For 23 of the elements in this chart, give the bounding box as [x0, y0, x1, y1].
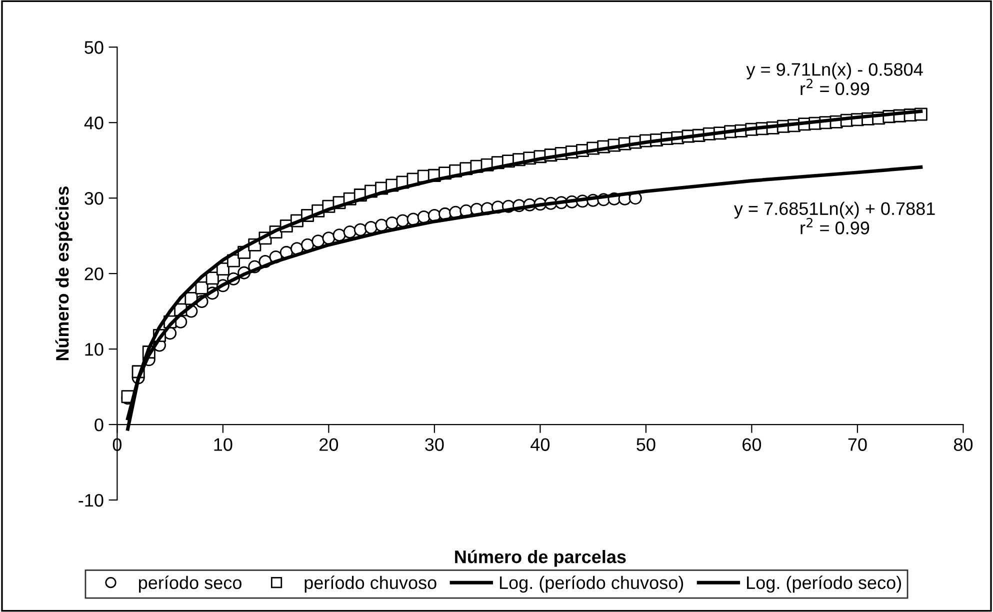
x-tick-label: 40	[530, 438, 550, 451]
annotation: y = 9.71Ln(x) - 0.5804 r$^{2}$ = 0.99	[746, 62, 923, 96]
y-tick-label: 30	[84, 192, 104, 205]
x-tick-label: 10	[214, 438, 232, 451]
x-tick-label: 30	[425, 438, 444, 451]
legend-label: período chuvoso	[304, 576, 436, 593]
x-tick-label: 70	[848, 438, 867, 451]
y-tick-label: 10	[85, 342, 104, 356]
y-tick-label: 50	[84, 41, 104, 54]
x-tick-label: 20	[320, 438, 338, 451]
annotation: y = 7.6851Ln(x) + 0.7881 r$^{2}$ = 0.99	[734, 202, 935, 234]
x-tick-label: 60	[742, 438, 762, 451]
x-tick-label: 50	[636, 438, 656, 451]
y-axis-title: Número de espécies	[55, 186, 72, 360]
legend-label: período seco	[139, 576, 242, 593]
legend-label: Log. (período seco)	[747, 576, 902, 593]
y-tick-label: 0	[94, 418, 104, 432]
y-tick-label: -10	[78, 494, 104, 507]
y-tick-label: 20	[84, 268, 104, 280]
y-tick-label: 40	[84, 116, 104, 130]
x-axis-title: Número de parcelas	[455, 550, 626, 567]
legend-label: Log. (período chuvoso)	[500, 576, 684, 593]
x-tick-label: 80	[954, 438, 973, 451]
